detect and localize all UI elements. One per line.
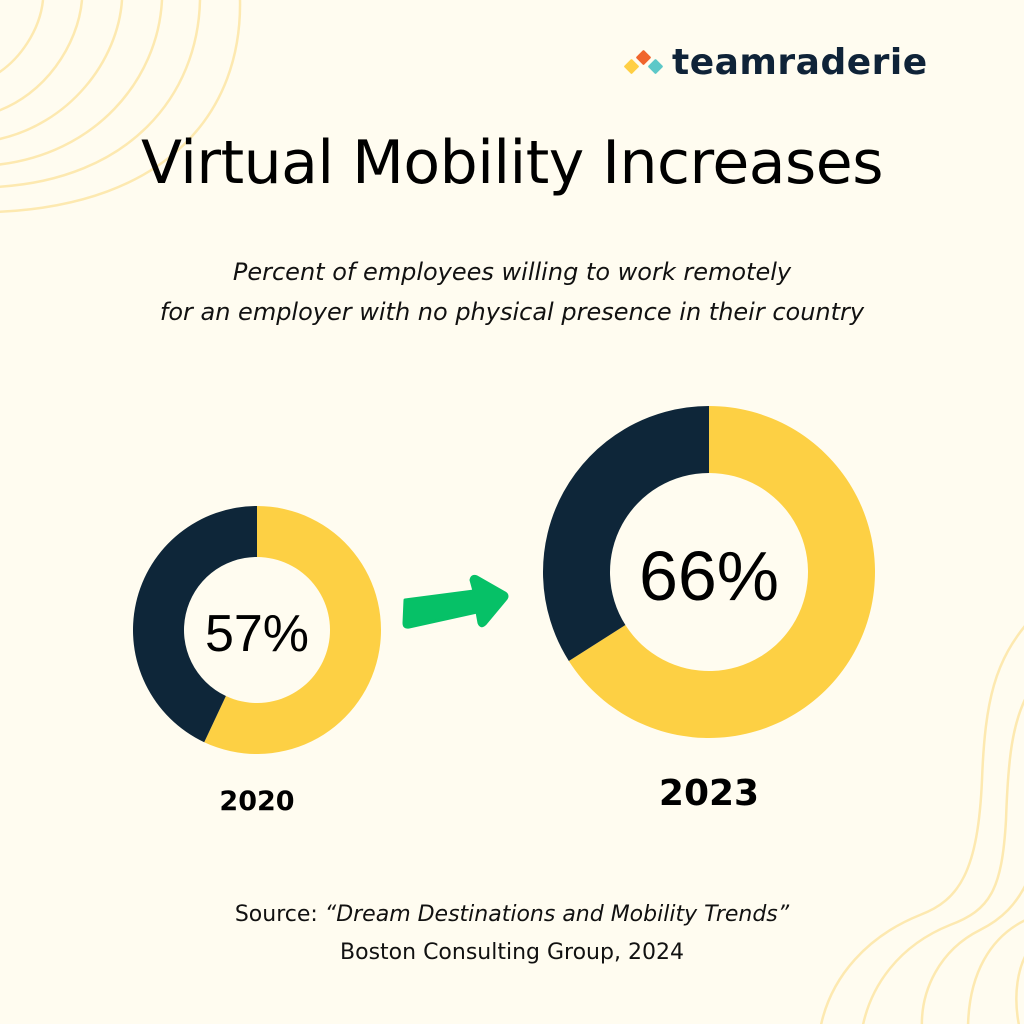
source-citation: Source: “Dream Destinations and Mobility… xyxy=(0,896,1024,972)
donut-value-label-2023: 66% xyxy=(639,537,779,615)
source-prefix: Source: xyxy=(234,902,325,927)
source-title: “Dream Destinations and Mobility Trends” xyxy=(324,902,790,927)
donut-value-label-2020: 57% xyxy=(205,605,309,663)
donut-2023: 66% 2023 xyxy=(543,406,875,814)
donut-slice-2020-willing xyxy=(204,506,381,754)
source-line-1: Source: “Dream Destinations and Mobility… xyxy=(0,896,1024,934)
year-label-2020: 2020 xyxy=(219,786,294,817)
increase-arrow-icon xyxy=(402,574,509,629)
subtitle-line-1: Percent of employees willing to work rem… xyxy=(232,258,792,286)
year-label-2023: 2023 xyxy=(659,773,759,814)
donut-slice-2023-willing xyxy=(568,406,875,739)
brand-name: teamraderie xyxy=(672,42,928,83)
chart-subtitle: Percent of employees willing to work rem… xyxy=(0,252,1024,332)
page-title: Virtual Mobility Increases xyxy=(141,128,883,198)
donut-slice-2020-not-willing xyxy=(132,506,257,743)
source-line-2: Boston Consulting Group, 2024 xyxy=(340,940,684,965)
donut-2020: 57% 2020 xyxy=(132,506,381,817)
subtitle-line-2: for an employer with no physical presenc… xyxy=(159,298,865,326)
brand-logo: teamraderie xyxy=(622,40,928,86)
donut-slice-2023-not-willing xyxy=(543,406,709,661)
